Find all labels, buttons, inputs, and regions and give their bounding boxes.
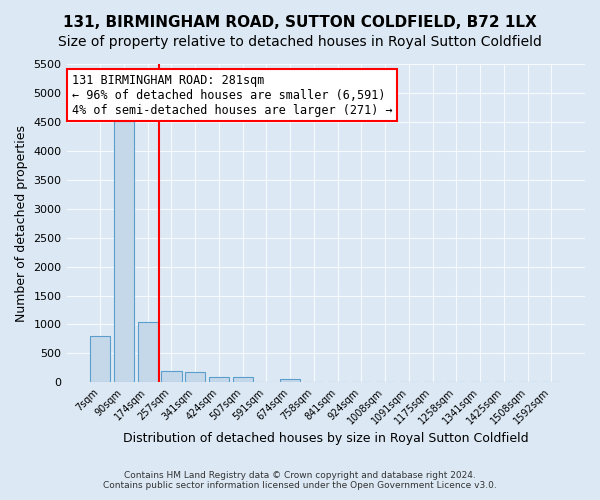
Bar [209,376,229,382]
Bar [233,376,253,382]
Text: Size of property relative to detached houses in Royal Sutton Coldfield: Size of property relative to detached ho… [58,35,542,49]
Bar [185,372,205,382]
Text: 131, BIRMINGHAM ROAD, SUTTON COLDFIELD, B72 1LX: 131, BIRMINGHAM ROAD, SUTTON COLDFIELD, … [63,15,537,30]
Y-axis label: Number of detached properties: Number of detached properties [15,124,28,322]
Bar [114,116,134,382]
X-axis label: Distribution of detached houses by size in Royal Sutton Coldfield: Distribution of detached houses by size … [123,432,529,445]
Bar [161,371,182,382]
Text: Contains HM Land Registry data © Crown copyright and database right 2024.
Contai: Contains HM Land Registry data © Crown c… [103,470,497,490]
Bar [90,336,110,382]
Bar [280,380,300,382]
Text: 131 BIRMINGHAM ROAD: 281sqm
← 96% of detached houses are smaller (6,591)
4% of s: 131 BIRMINGHAM ROAD: 281sqm ← 96% of det… [72,74,392,116]
Bar [137,322,158,382]
